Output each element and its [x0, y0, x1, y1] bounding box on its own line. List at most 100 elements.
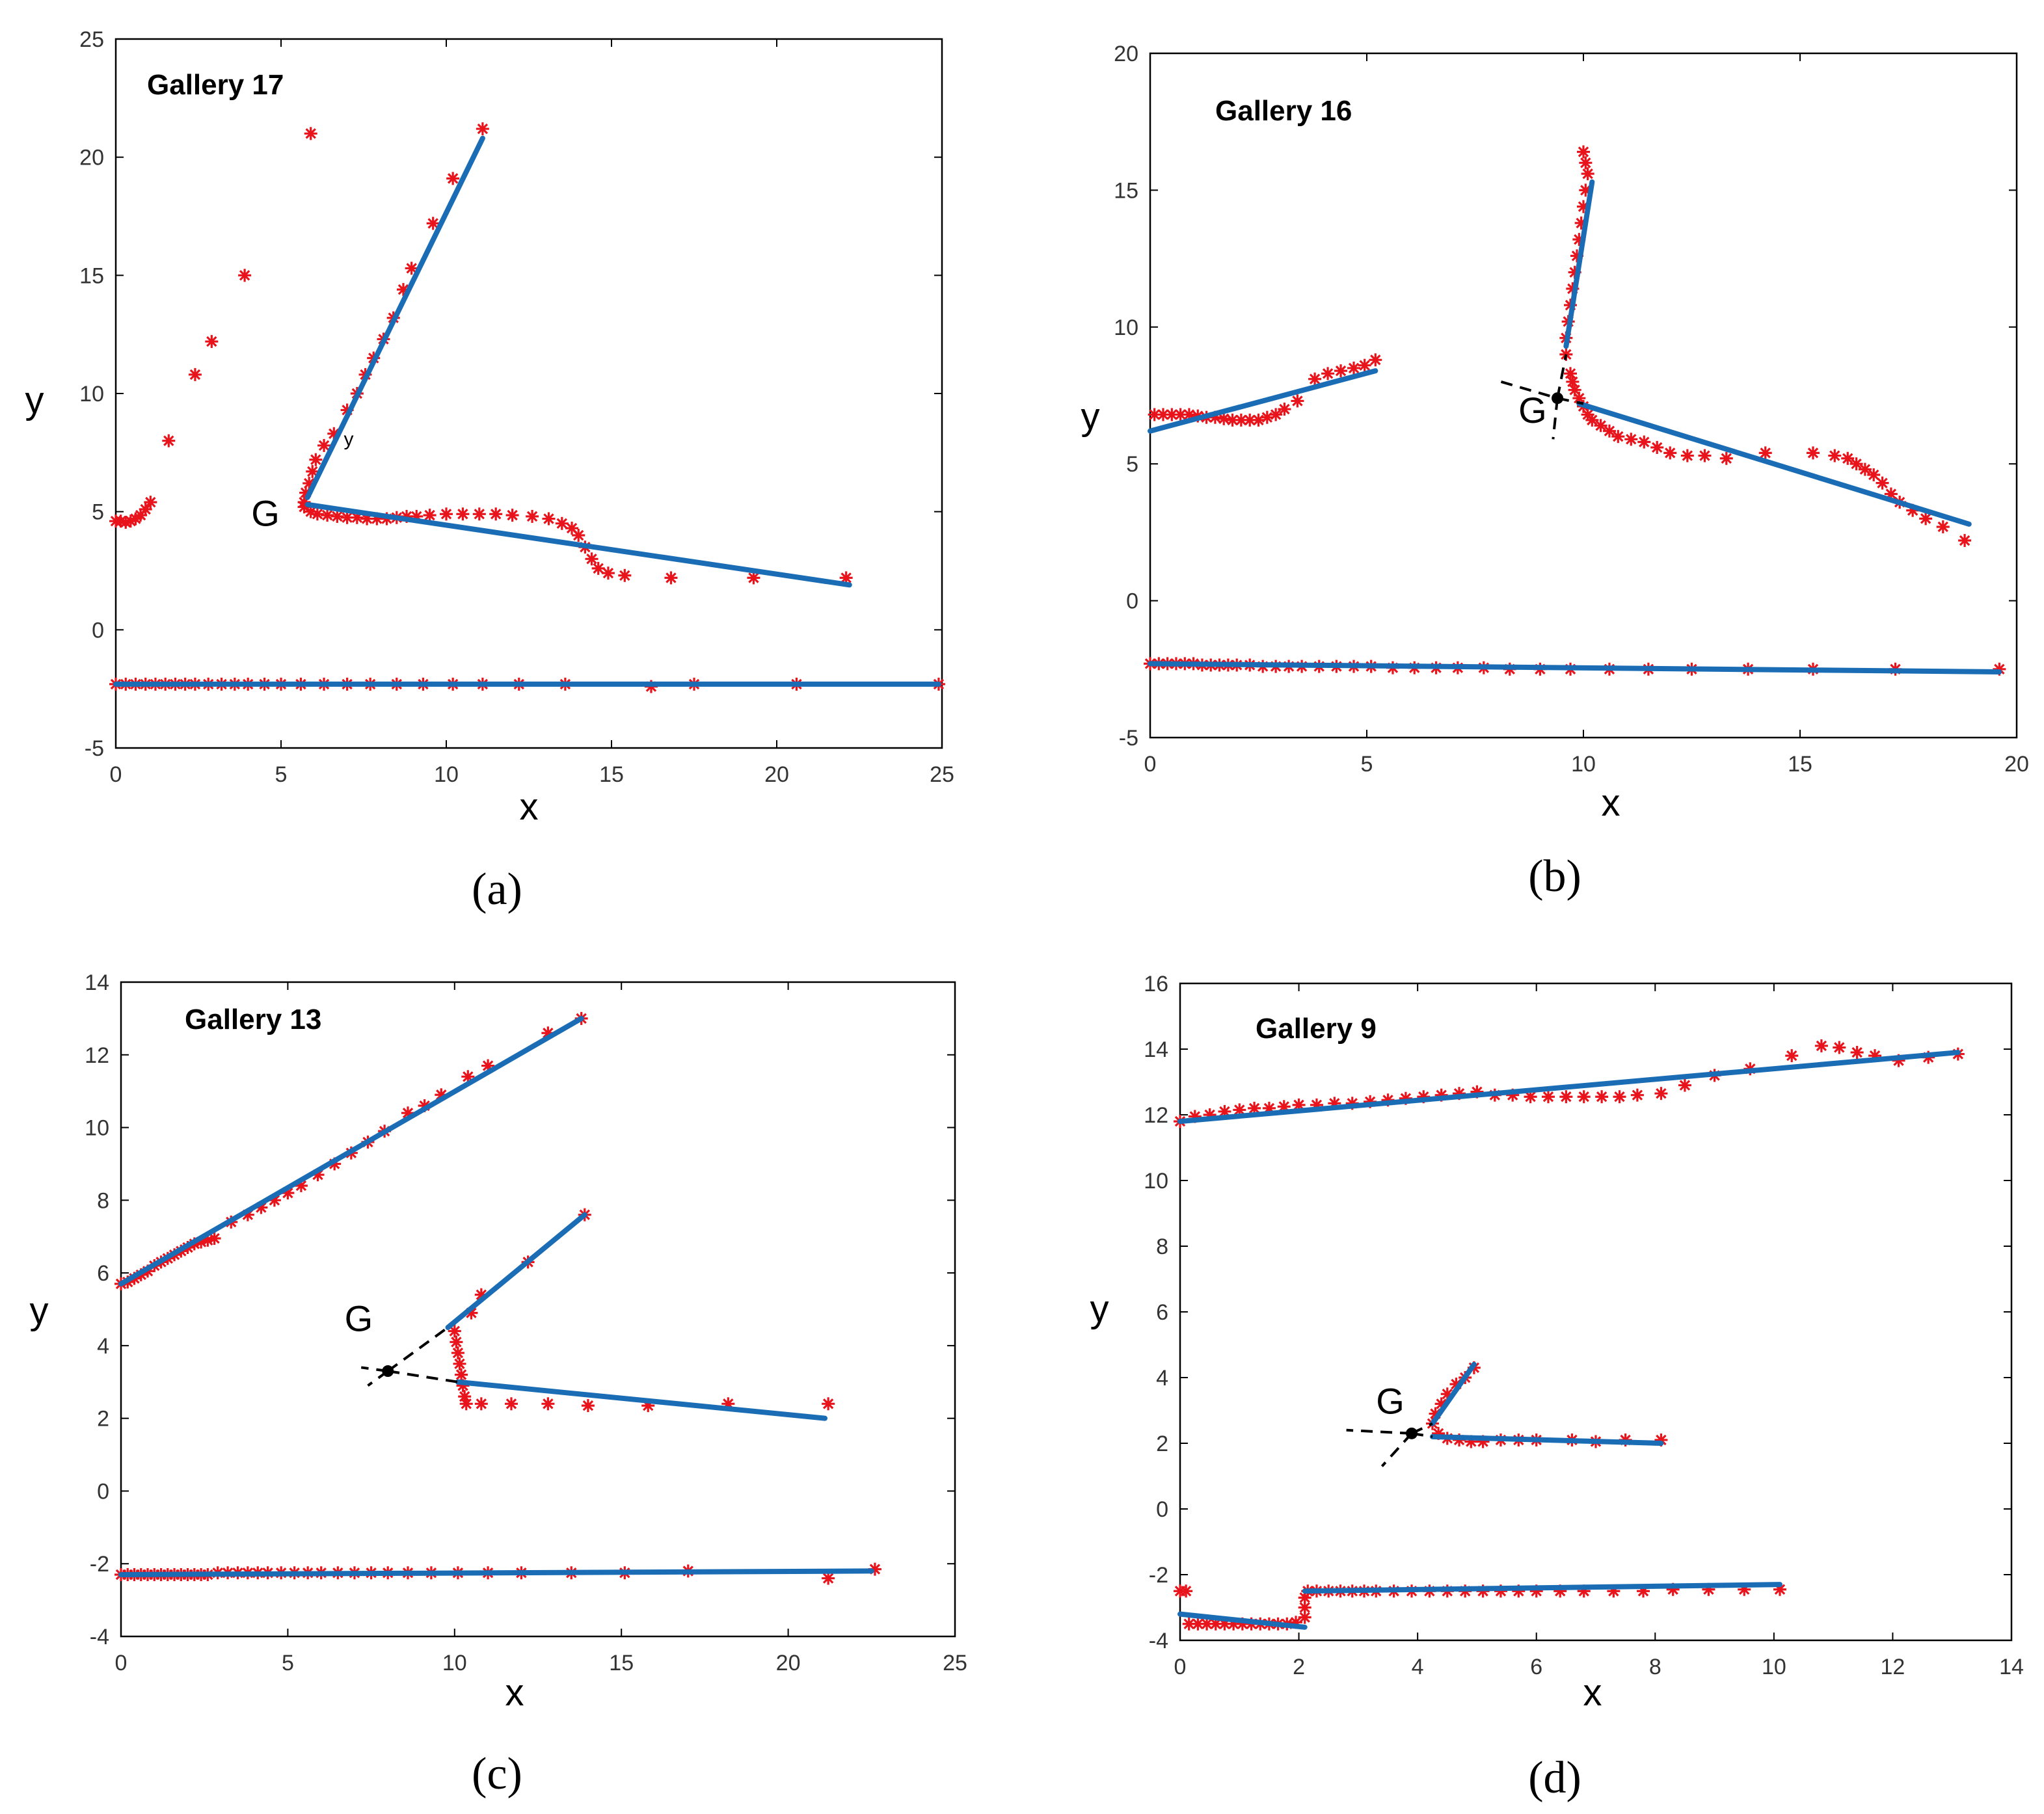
- x-tick-label: 10: [442, 1651, 467, 1675]
- data-point: [1919, 512, 1933, 526]
- panel-b-title: Gallery 16: [1215, 95, 1352, 127]
- x-tick-label: 20: [776, 1651, 801, 1675]
- data-point: [1876, 476, 1889, 490]
- plot-frame-c: [120, 981, 956, 1638]
- x-tick-label: 4: [1412, 1655, 1424, 1679]
- data-point: [585, 552, 598, 566]
- x-tick-label: 0: [115, 1651, 128, 1675]
- fit-line: [445, 1212, 587, 1330]
- panel-a-title: Gallery 17: [147, 69, 284, 101]
- data-point: [505, 509, 519, 522]
- plot-layer-d: 0 2 4 6 8 10 12 14 -4 -2 0 2 4 6 8 10 12 14 16 G: [1144, 972, 2024, 1679]
- dashed-line: [387, 1326, 449, 1372]
- data-point: [1278, 403, 1291, 416]
- data-point: [1358, 358, 1371, 372]
- plot-layer-c: 0 5 10 15 20 25 -4 -2 0 2 4 6 8 10 12 14 G: [85, 970, 967, 1675]
- y-tick-label: 20: [1114, 42, 1138, 66]
- y-tick-label: 4: [1156, 1366, 1168, 1391]
- y-tick-label: 10: [79, 382, 104, 407]
- y-tick-label: 14: [1144, 1037, 1168, 1062]
- y-tick-label: 12: [1144, 1103, 1168, 1128]
- y-tick-label: 0: [92, 618, 104, 643]
- data-point: [1650, 440, 1664, 454]
- data-point: [1936, 520, 1950, 533]
- data-point: [1243, 413, 1257, 427]
- x-tick-label: 12: [1881, 1655, 1905, 1679]
- panel-c-xlabel: x: [505, 1672, 524, 1714]
- data-point: [1585, 413, 1599, 427]
- data-point: [317, 438, 331, 452]
- data-point: [1524, 1090, 1537, 1104]
- y-tick-label: 10: [1144, 1169, 1168, 1194]
- data-point: [426, 217, 440, 230]
- dashed-line: [1556, 354, 1568, 399]
- data-point: [1217, 412, 1231, 425]
- y-tick-label: 12: [85, 1043, 109, 1068]
- y-tick-label: 20: [79, 146, 104, 170]
- annotation-label: G: [1518, 390, 1547, 431]
- data-point: [1559, 1090, 1573, 1104]
- data-point: [572, 529, 585, 542]
- panel-a-xlabel: x: [520, 786, 539, 828]
- data-point: [453, 1357, 466, 1370]
- y-tick-label: -4: [90, 1625, 109, 1649]
- data-point: [1248, 1101, 1261, 1115]
- intersection-dot: [1406, 1427, 1418, 1439]
- data-point: [1849, 457, 1863, 471]
- panel-c-caption: (c): [472, 1749, 522, 1799]
- x-tick-label: 20: [764, 762, 789, 787]
- panel-b-caption: (b): [1528, 851, 1581, 901]
- data-point: [440, 507, 453, 521]
- data-point: [504, 1397, 518, 1411]
- fit-line: [1148, 661, 2002, 675]
- data-point: [1814, 1039, 1828, 1052]
- y-tick-label: 14: [85, 970, 109, 995]
- data-point: [1828, 449, 1842, 462]
- x-tick-label: 15: [1788, 752, 1812, 777]
- data-point: [822, 1571, 835, 1585]
- data-point: [555, 516, 569, 530]
- data-point: [1678, 1078, 1691, 1092]
- data-point: [208, 1232, 221, 1246]
- y-tick-label: 5: [1126, 452, 1138, 477]
- data-point: [474, 1397, 488, 1411]
- data-point: [1719, 451, 1733, 465]
- dashed-line: [1346, 1428, 1412, 1435]
- annotation-label: G: [251, 492, 280, 533]
- panel-d-ylabel: y: [1090, 1288, 1109, 1330]
- data-point: [1806, 446, 1820, 460]
- fit-line: [1302, 1582, 1782, 1594]
- data-point: [1850, 1046, 1864, 1060]
- data-point: [310, 507, 324, 521]
- data-point: [664, 571, 678, 585]
- data-point: [139, 503, 152, 516]
- dashed-line: [1552, 397, 1559, 440]
- panel-a-ylabel: y: [25, 379, 44, 421]
- panel-c-title: Gallery 13: [185, 1004, 321, 1035]
- x-tick-label: 25: [943, 1651, 967, 1675]
- y-tick-label: 6: [1156, 1300, 1168, 1325]
- data-point: [1758, 446, 1772, 460]
- y-tick-label: 4: [97, 1334, 109, 1359]
- data-point: [1321, 367, 1335, 380]
- fit-line: [118, 1568, 874, 1577]
- data-point: [1958, 534, 1972, 548]
- annotation-label: G: [345, 1298, 373, 1339]
- y-tick-label: 10: [1114, 315, 1138, 340]
- y-tick-label: 10: [85, 1116, 109, 1141]
- data-point: [1663, 446, 1677, 460]
- data-point: [1611, 430, 1625, 444]
- intersection-dot: [1552, 392, 1564, 405]
- x-tick-label: 5: [282, 1651, 294, 1675]
- data-point: [162, 434, 176, 447]
- fit-line: [1429, 1434, 1664, 1446]
- data-point: [423, 509, 437, 522]
- data-point: [1833, 1041, 1846, 1054]
- y-tick-label: 25: [79, 27, 104, 52]
- x-tick-label: 6: [1530, 1655, 1542, 1679]
- data-point: [1654, 1087, 1668, 1100]
- data-point: [1637, 435, 1651, 449]
- data-point: [1630, 1088, 1644, 1102]
